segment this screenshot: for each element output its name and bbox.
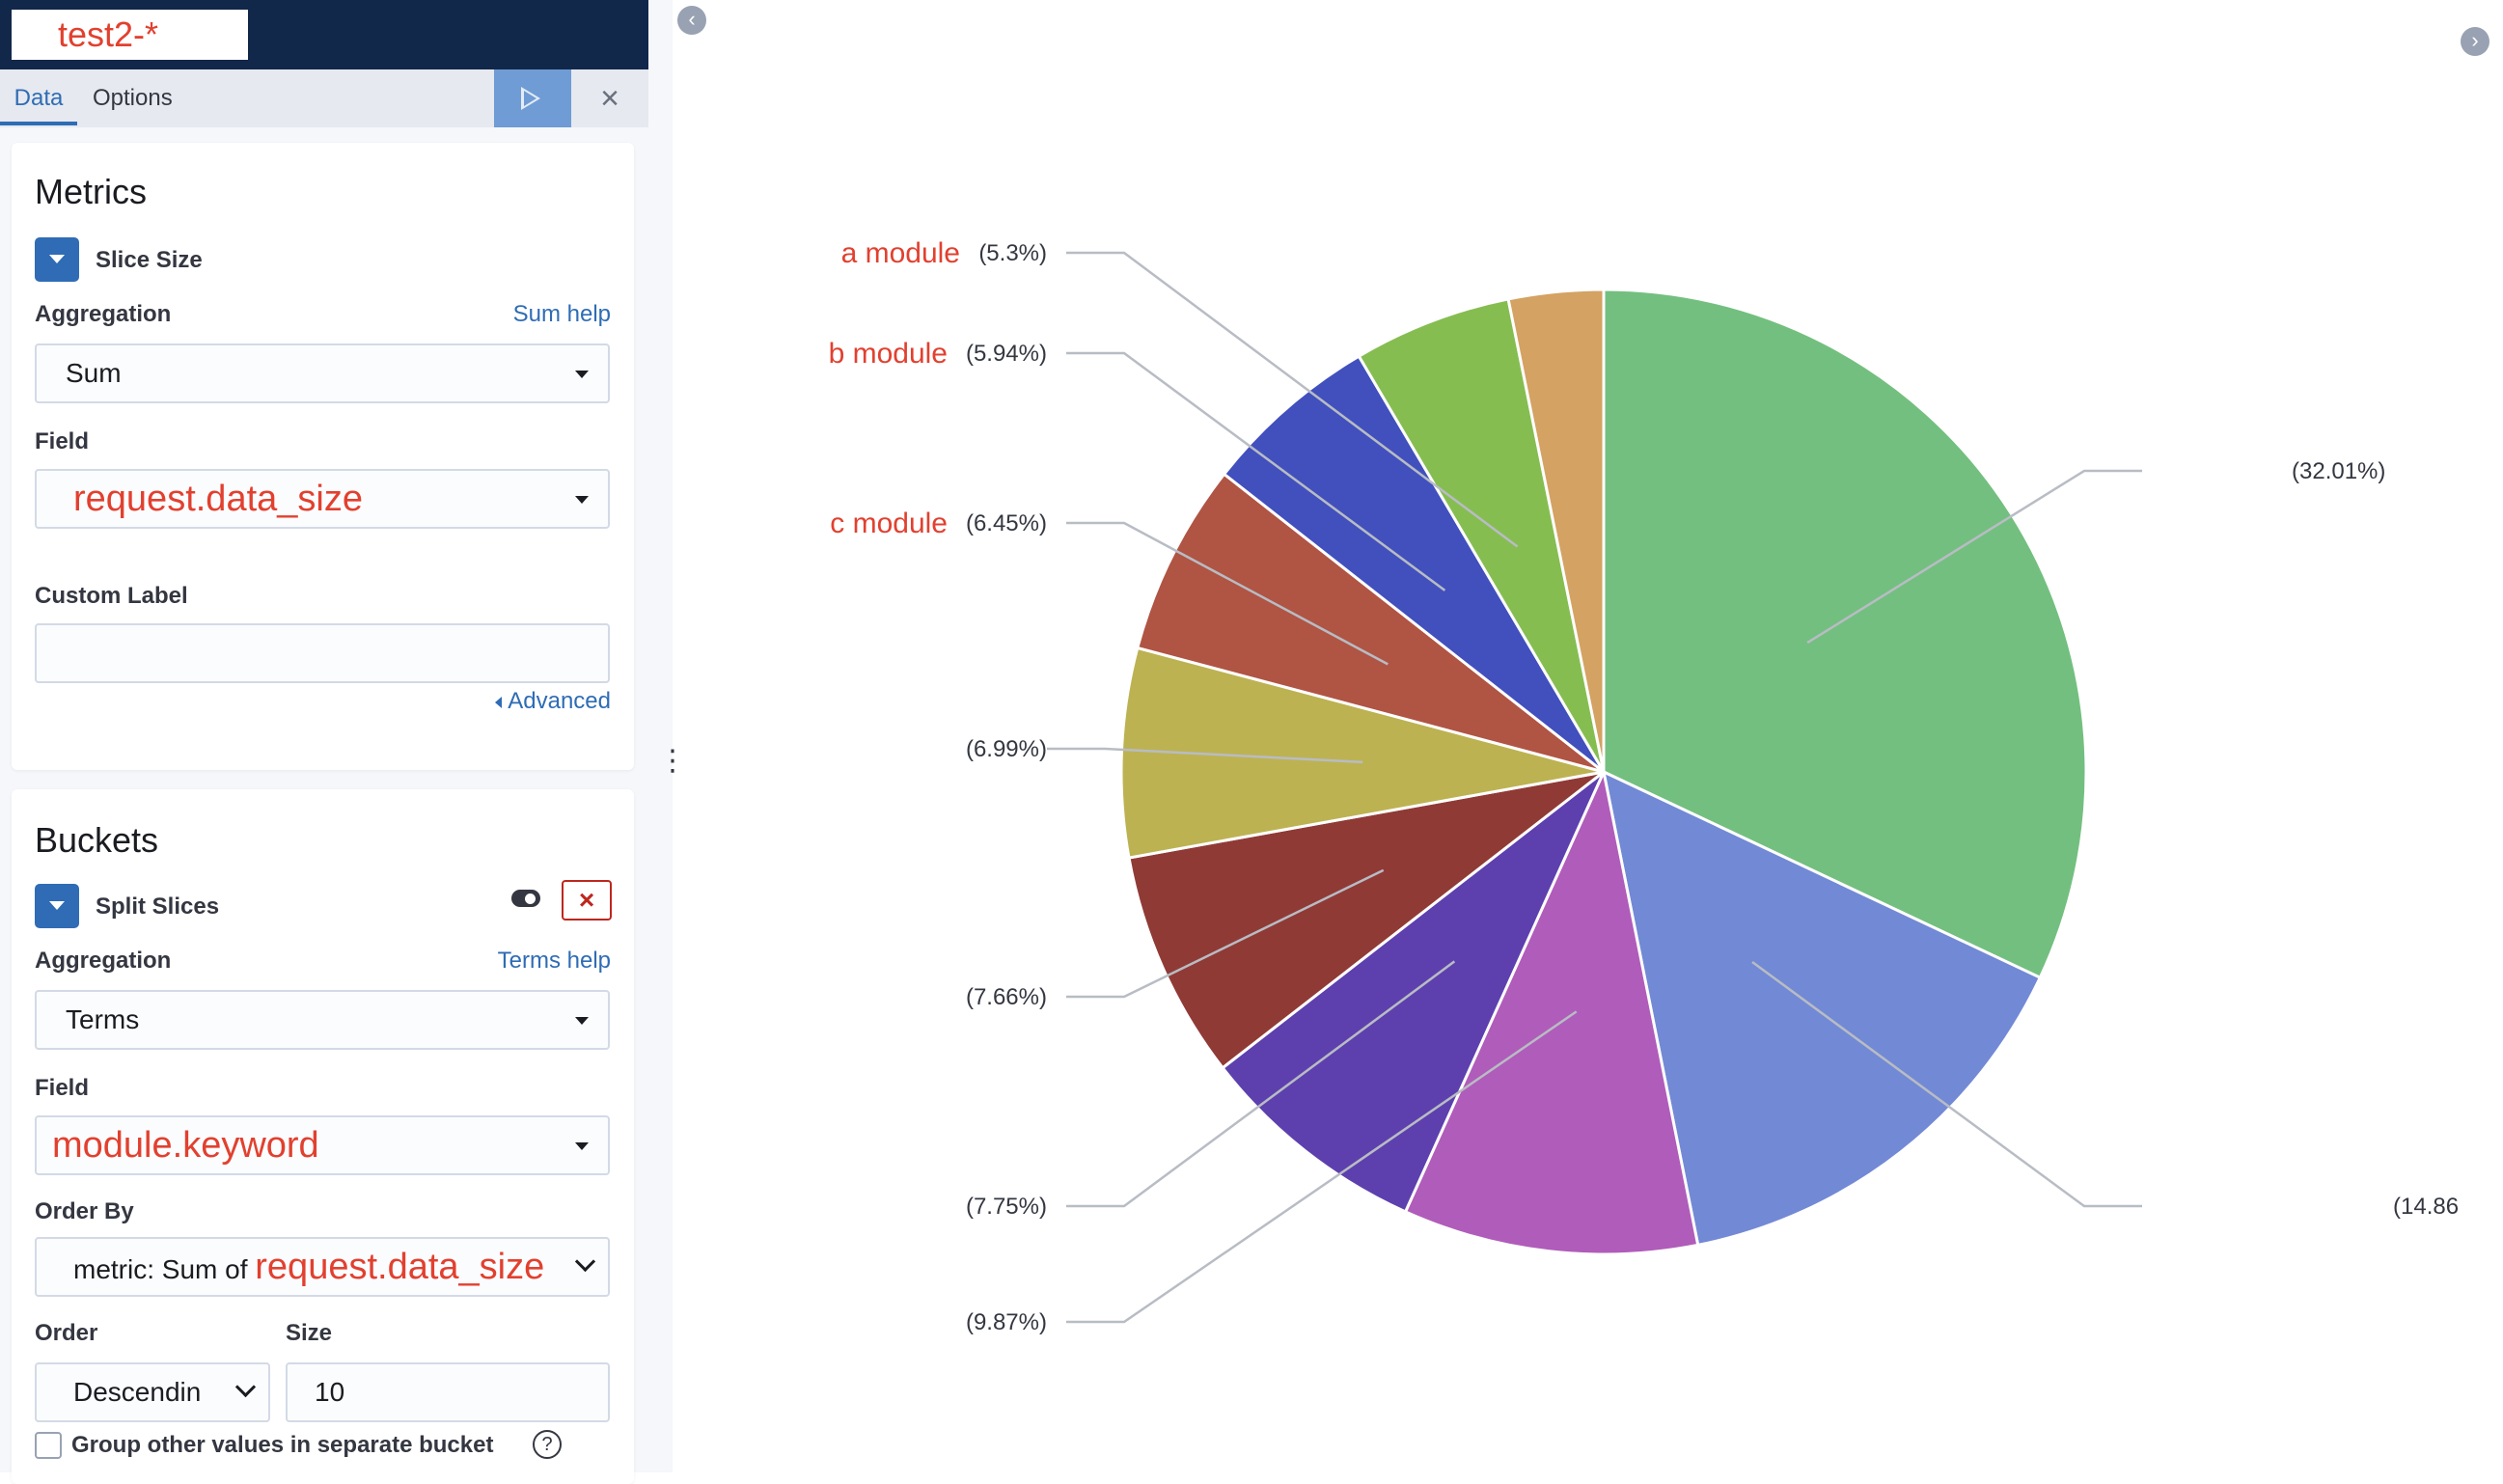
- tab-options[interactable]: Options: [93, 85, 173, 111]
- slice-size-title: Slice Size: [96, 247, 203, 273]
- pie-slice[interactable]: [1506, 288, 1606, 773]
- group-other-label: Group other values in separate bucket: [71, 1432, 494, 1458]
- metric-aggregation-select[interactable]: Sum: [35, 344, 610, 403]
- play-icon: [521, 87, 540, 110]
- leader-line: [1806, 469, 2142, 645]
- pie-slice[interactable]: [1127, 770, 1605, 1070]
- pie-chart-svg: (32.01%) (14.86 (9.87%) (7.75%) (7.66%) (6.99…: [829, 237, 2459, 1335]
- slice-percent-label: (32.01%): [2292, 458, 2385, 484]
- slice-percent-label: (5.3%): [978, 240, 1047, 266]
- buckets-title: Buckets: [35, 820, 159, 860]
- leader-line: [1066, 1010, 1578, 1324]
- slice-percent-label: (14.86: [2393, 1194, 2459, 1220]
- cross-icon: ×: [578, 885, 595, 915]
- caret-down-icon: [575, 496, 589, 504]
- tab-data[interactable]: Data: [14, 85, 64, 111]
- discard-button[interactable]: ×: [571, 69, 648, 127]
- aggregation-label: Aggregation: [35, 948, 172, 974]
- size-value: 10: [315, 1377, 345, 1407]
- field-label: Field: [35, 428, 90, 454]
- field-label: Field: [35, 1075, 90, 1101]
- remove-bucket-button[interactable]: ×: [562, 880, 612, 921]
- pie-slice[interactable]: [1222, 354, 1606, 774]
- sum-help-link[interactable]: Sum help: [512, 301, 611, 327]
- leader-line: [1047, 747, 1363, 764]
- editor-sidebar: test2-* Data Options × Metrics Slice Siz…: [0, 0, 673, 1484]
- order-value: Descendin: [73, 1377, 202, 1407]
- leader-line: [1066, 521, 1389, 666]
- caret-down-icon: [575, 1142, 589, 1150]
- slice-percent-label: (7.66%): [966, 984, 1047, 1010]
- terms-help-link[interactable]: Terms help: [497, 948, 611, 974]
- order-by-value: metric: Sum of request.data_size: [73, 1239, 544, 1298]
- advanced-link-label: Advanced: [508, 688, 611, 714]
- slice-percent-label: (6.99%): [966, 736, 1047, 762]
- caret-left-icon: [495, 696, 503, 708]
- pie-slice[interactable]: [1357, 297, 1606, 773]
- size-input[interactable]: 10: [286, 1362, 610, 1422]
- toggle-knob: [525, 893, 536, 904]
- slice-size-toggle-button[interactable]: [35, 237, 79, 282]
- custom-label-label: Custom Label: [35, 583, 188, 609]
- buckets-panel: Buckets Split Slices × Aggregation Terms…: [12, 789, 634, 1484]
- leader-line: [1066, 868, 1385, 999]
- index-pattern-title: test2-*: [12, 10, 248, 60]
- leader-line: [1066, 251, 1519, 548]
- metric-aggregation-value: Sum: [66, 358, 122, 388]
- bucket-aggregation-select[interactable]: Terms: [35, 990, 610, 1050]
- slice-name-label: c module: [830, 508, 948, 539]
- bucket-aggregation-value: Terms: [66, 1004, 140, 1034]
- pie-chart: (32.01%) (14.86 (9.87%) (7.75%) (7.66%) (6.99…: [675, 0, 2503, 1472]
- caret-down-icon: [575, 371, 589, 378]
- active-tab-indicator: [0, 122, 77, 125]
- order-by-field: request.data_size: [255, 1247, 545, 1287]
- pie-slice[interactable]: [1601, 769, 2043, 1248]
- split-slices-toggle-button[interactable]: [35, 884, 79, 928]
- order-label: Order: [35, 1320, 98, 1346]
- group-other-checkbox[interactable]: [35, 1432, 62, 1459]
- bucket-field-select[interactable]: module.keyword: [35, 1115, 610, 1175]
- order-by-select[interactable]: metric: Sum of request.data_size: [35, 1237, 610, 1297]
- chevron-down-icon: [234, 1376, 257, 1398]
- split-slices-title: Split Slices: [96, 893, 220, 920]
- pie-slice[interactable]: [1119, 646, 1605, 860]
- metrics-panel: Metrics Slice Size Aggregation Sum help …: [12, 143, 634, 770]
- slice-percent-label: (6.45%): [966, 510, 1047, 536]
- sidebar-header: test2-*: [0, 0, 648, 69]
- aggregation-label: Aggregation: [35, 301, 172, 327]
- custom-label-input[interactable]: [35, 623, 610, 683]
- order-by-prefix: metric: Sum of: [73, 1254, 256, 1284]
- leader-line: [1751, 960, 2142, 1208]
- metrics-title: Metrics: [35, 172, 147, 211]
- leader-line: [1066, 351, 1446, 591]
- order-by-label: Order By: [35, 1198, 134, 1224]
- slice-percent-label: (5.94%): [966, 341, 1047, 367]
- question-circle-icon[interactable]: ?: [533, 1430, 562, 1459]
- bucket-field-value: module.keyword: [52, 1125, 319, 1166]
- metric-field-select[interactable]: request.data_size: [35, 469, 610, 529]
- slice-percent-label: (9.87%): [966, 1309, 1047, 1335]
- chevron-right-icon[interactable]: ›: [2461, 27, 2489, 56]
- metric-field-value: request.data_size: [73, 479, 363, 519]
- slice-name-label: a module: [841, 237, 960, 269]
- leader-line: [1066, 960, 1456, 1208]
- slice-percent-label: (7.75%): [966, 1194, 1047, 1220]
- order-select[interactable]: Descendin: [35, 1362, 270, 1422]
- chevron-down-icon: [574, 1250, 596, 1273]
- chevron-down-icon: [49, 255, 65, 263]
- advanced-toggle-link[interactable]: Advanced: [495, 688, 611, 715]
- chevron-left-icon[interactable]: ‹: [677, 6, 706, 35]
- size-label: Size: [286, 1320, 333, 1346]
- pie-slice[interactable]: [1602, 288, 2088, 980]
- caret-down-icon: [575, 1017, 589, 1025]
- apply-changes-button[interactable]: [494, 69, 571, 127]
- toggle-icon[interactable]: [506, 880, 550, 919]
- chevron-down-icon: [49, 901, 65, 910]
- pie-slice[interactable]: [1135, 472, 1605, 774]
- close-icon: ×: [600, 80, 619, 117]
- slice-name-label: b module: [829, 338, 948, 370]
- pie-slice[interactable]: [1403, 767, 1700, 1256]
